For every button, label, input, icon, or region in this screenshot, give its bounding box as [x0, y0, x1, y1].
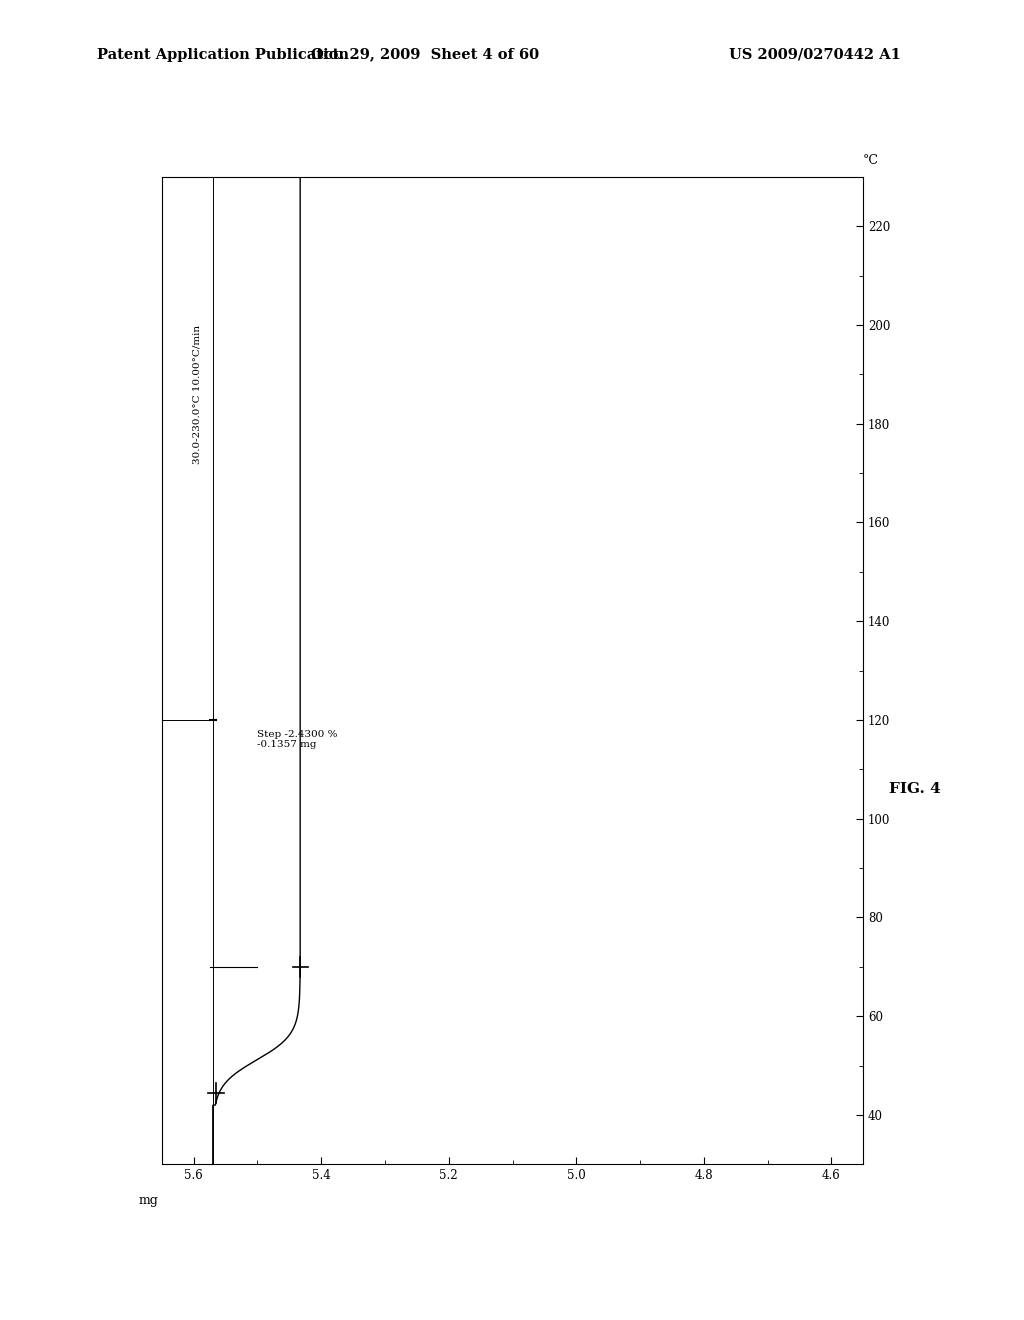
- Text: Patent Application Publication: Patent Application Publication: [97, 48, 349, 62]
- Text: Oct. 29, 2009  Sheet 4 of 60: Oct. 29, 2009 Sheet 4 of 60: [311, 48, 539, 62]
- Text: 30.0-230.0°C 10.00°C/min: 30.0-230.0°C 10.00°C/min: [193, 325, 202, 465]
- Text: FIG. 4: FIG. 4: [889, 781, 940, 796]
- Text: °C: °C: [863, 154, 880, 168]
- Text: US 2009/0270442 A1: US 2009/0270442 A1: [729, 48, 901, 62]
- Text: Step -2.4300 %
-0.1357 mg: Step -2.4300 % -0.1357 mg: [257, 730, 338, 750]
- Text: mg: mg: [138, 1193, 159, 1206]
